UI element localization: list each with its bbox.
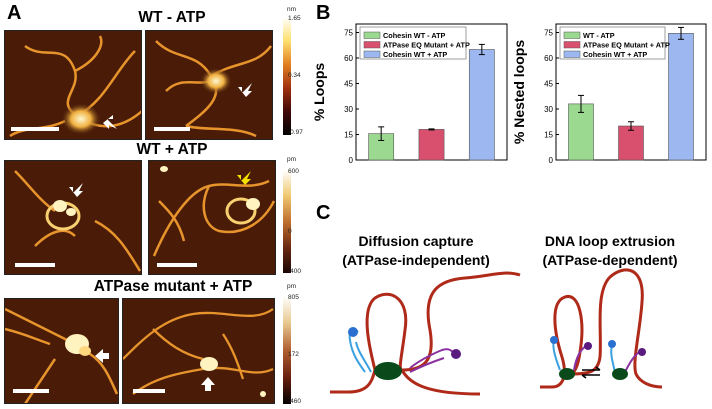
legend-swatch <box>363 50 381 58</box>
colorbar-3-min: -460 <box>288 398 302 405</box>
afm-image-wt-no-atp-2 <box>145 30 273 140</box>
y-tick-label: 75 <box>544 29 553 38</box>
colorbar-1-min: -0.97 <box>288 129 303 136</box>
y-tick-label: 15 <box>544 131 553 140</box>
colorbar-3 <box>283 296 291 404</box>
cohesin-ring-left <box>559 368 575 380</box>
colorbar-2-unit: pm <box>287 156 297 163</box>
cohesin-arm-purple-right <box>624 351 641 373</box>
equilibrium-arrow-icon-reverse <box>581 374 600 379</box>
cohesin-arm-purple <box>409 348 455 369</box>
colorbar-1-unit: nm <box>287 6 297 13</box>
y-tick-label: 0 <box>349 156 354 165</box>
cohesin-arm-purple-2 <box>409 357 445 373</box>
dna-strand <box>330 271 521 394</box>
y-tick-label: 45 <box>344 80 353 89</box>
afm-row2-title: WT + ATP <box>136 141 208 158</box>
loop-extrusion-title: DNA loop extrusion (ATPase-dependent) <box>520 232 700 270</box>
y-tick-label: 15 <box>344 131 353 140</box>
diffusion-capture-line2: (ATPase-independent) <box>342 252 490 268</box>
cohesin-arm-blue-2 <box>355 341 372 373</box>
bar <box>668 33 694 161</box>
colorbar-3-mid: 172 <box>288 351 299 358</box>
legend-swatch <box>563 50 581 58</box>
y-tick-label: 0 <box>549 156 554 165</box>
afm-image-wt-no-atp-1 <box>4 30 142 140</box>
colorbar-1 <box>283 17 291 135</box>
dna-strand <box>540 268 663 389</box>
bar <box>618 125 644 161</box>
cohesin-head-purple <box>584 342 592 350</box>
colorbar-2 <box>283 170 291 273</box>
scale-bar <box>154 127 190 131</box>
legend-swatch <box>363 31 381 39</box>
diffusion-capture-title: Diffusion capture (ATPase-independent) <box>336 232 496 270</box>
afm-image-wt-atp-2 <box>148 160 276 275</box>
colorbar-2-max: 600 <box>288 168 299 175</box>
colorbar-3-unit: pm <box>287 283 297 290</box>
y-axis-label: % Nested loops <box>511 40 527 144</box>
legend-label: ATPase EQ Mutant + ATP <box>583 41 670 50</box>
scale-bar <box>157 263 197 267</box>
colorbar-2-min: -400 <box>288 268 302 275</box>
cohesin-ring-right <box>612 368 628 380</box>
y-tick-label: 30 <box>544 105 553 114</box>
cohesin-head-blue <box>550 336 558 344</box>
equilibrium-arrow-icon <box>582 366 601 371</box>
arrow-icon <box>238 83 252 97</box>
afm-row3-title: ATPase mutant + ATP <box>93 278 253 295</box>
scale-bar <box>15 263 55 267</box>
panel-b-letter: B <box>316 2 331 24</box>
y-tick-label: 30 <box>344 105 353 114</box>
y-axis-label: % Loops <box>311 63 327 122</box>
colorbar-1-mid: 0.34 <box>288 72 301 79</box>
legend-label: Cohesin WT - ATP <box>383 31 446 40</box>
diffusion-capture-line1: Diffusion capture <box>358 233 474 249</box>
legend-swatch <box>563 41 581 49</box>
arrow-icon <box>201 377 215 391</box>
arrow-icon <box>95 349 109 363</box>
cohesin-head-purple <box>451 349 461 359</box>
diffusion-capture-diagram <box>330 271 521 396</box>
arrow-icon <box>69 183 83 197</box>
afm-image-wt-atp-1 <box>4 160 142 275</box>
cohesin-ring <box>374 362 402 380</box>
legend-swatch <box>363 41 381 49</box>
panel-c-letter: C <box>316 202 331 224</box>
colorbar-3-max: 805 <box>288 294 299 301</box>
cohesin-head-purple-right <box>638 348 646 356</box>
arrow-icon <box>103 115 117 129</box>
y-tick-label: 60 <box>544 54 553 63</box>
chart-loops: 0 15 30 45 60 75 % Loops Cohesin WT - ATPATPase… <box>311 23 508 165</box>
legend-swatch <box>563 31 581 39</box>
legend-label: ATPase EQ Mutant + ATP <box>383 41 470 50</box>
scale-bar <box>11 127 59 131</box>
y-tick-label: 75 <box>344 29 353 38</box>
scale-bar <box>13 389 49 393</box>
dna-strand-tail <box>400 369 481 396</box>
scale-bar <box>133 389 165 393</box>
colorbar-2-mid: 0 <box>288 228 292 235</box>
loop-extrusion-diagram <box>540 268 663 389</box>
afm-image-mutant-atp-2 <box>122 298 275 404</box>
cohesin-arm-blue-right <box>610 345 616 373</box>
loop-extrusion-line1: DNA loop extrusion <box>544 233 676 249</box>
cohesin-head-blue <box>348 327 358 337</box>
cohesin-head-blue-right <box>608 340 616 348</box>
arrow-icon-yellow <box>237 171 251 185</box>
legend-label: Cohesin WT + ATP <box>583 50 647 59</box>
chart-nested-loops: 0 15 30 45 60 75 % Nested loops WT - ATPATPase … <box>511 23 707 165</box>
panel-a-letter: A <box>7 2 22 24</box>
afm-row1-title: WT - ATP <box>138 9 206 26</box>
y-tick-label: 45 <box>544 80 553 89</box>
y-tick-label: 60 <box>344 54 353 63</box>
legend-label: WT - ATP <box>583 31 615 40</box>
legend-label: Cohesin WT + ATP <box>383 50 447 59</box>
colorbar-1-max: 1.65 <box>288 15 301 22</box>
loop-extrusion-line2: (ATPase-dependent) <box>542 252 678 268</box>
afm-image-mutant-atp-1 <box>4 298 119 404</box>
bar <box>418 129 445 161</box>
bar <box>568 103 594 161</box>
bar <box>468 49 495 161</box>
